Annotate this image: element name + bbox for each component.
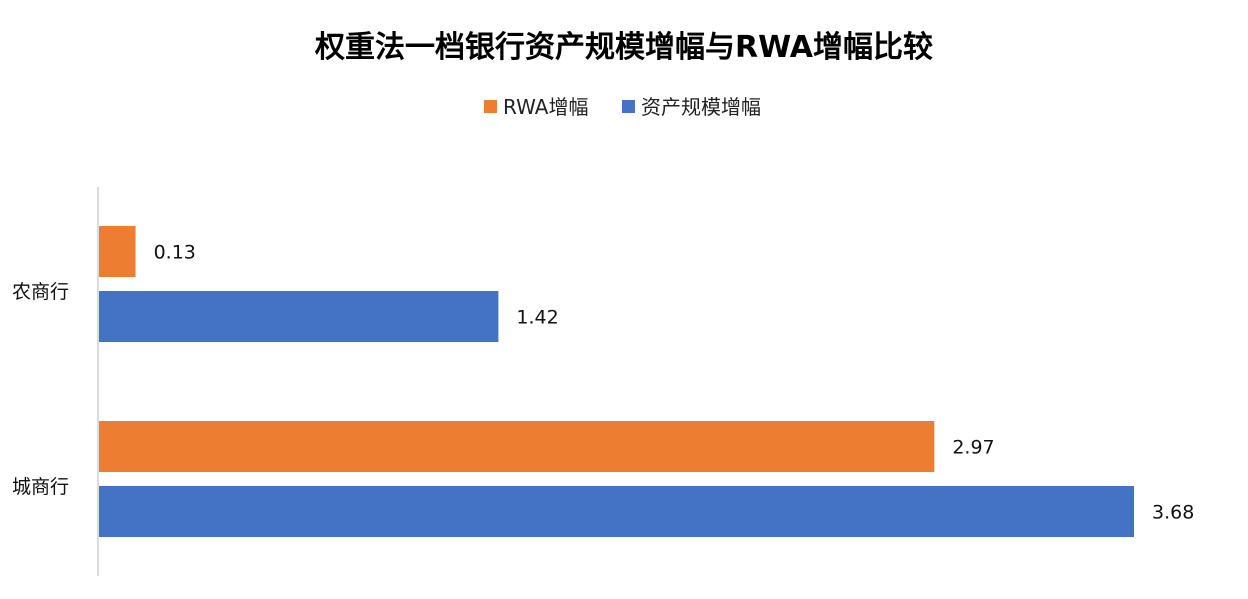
chart-title: 权重法一档银行资产规模增幅与RWA增幅比较 [314,30,933,65]
legend-label-rwa: RWA增幅 [503,95,588,119]
legend-swatch-rwa [484,100,497,113]
bar [99,486,1134,537]
bar [99,226,136,277]
legend-swatch-asset [622,100,635,113]
data-label: 2.97 [952,437,994,459]
category-label: 城商行 [12,476,69,498]
data-label: 1.42 [516,307,558,329]
bar [99,291,499,342]
bars [99,226,1134,537]
category-label: 农商行 [12,281,69,303]
value-labels: 0.13 1.42 2.97 3.68 [154,242,1195,524]
legend: RWA增幅 资产规模增幅 [484,95,761,119]
bar [99,421,935,472]
data-label: 3.68 [1152,502,1194,524]
legend-label-asset: 资产规模增幅 [641,95,761,119]
data-label: 0.13 [154,242,196,264]
